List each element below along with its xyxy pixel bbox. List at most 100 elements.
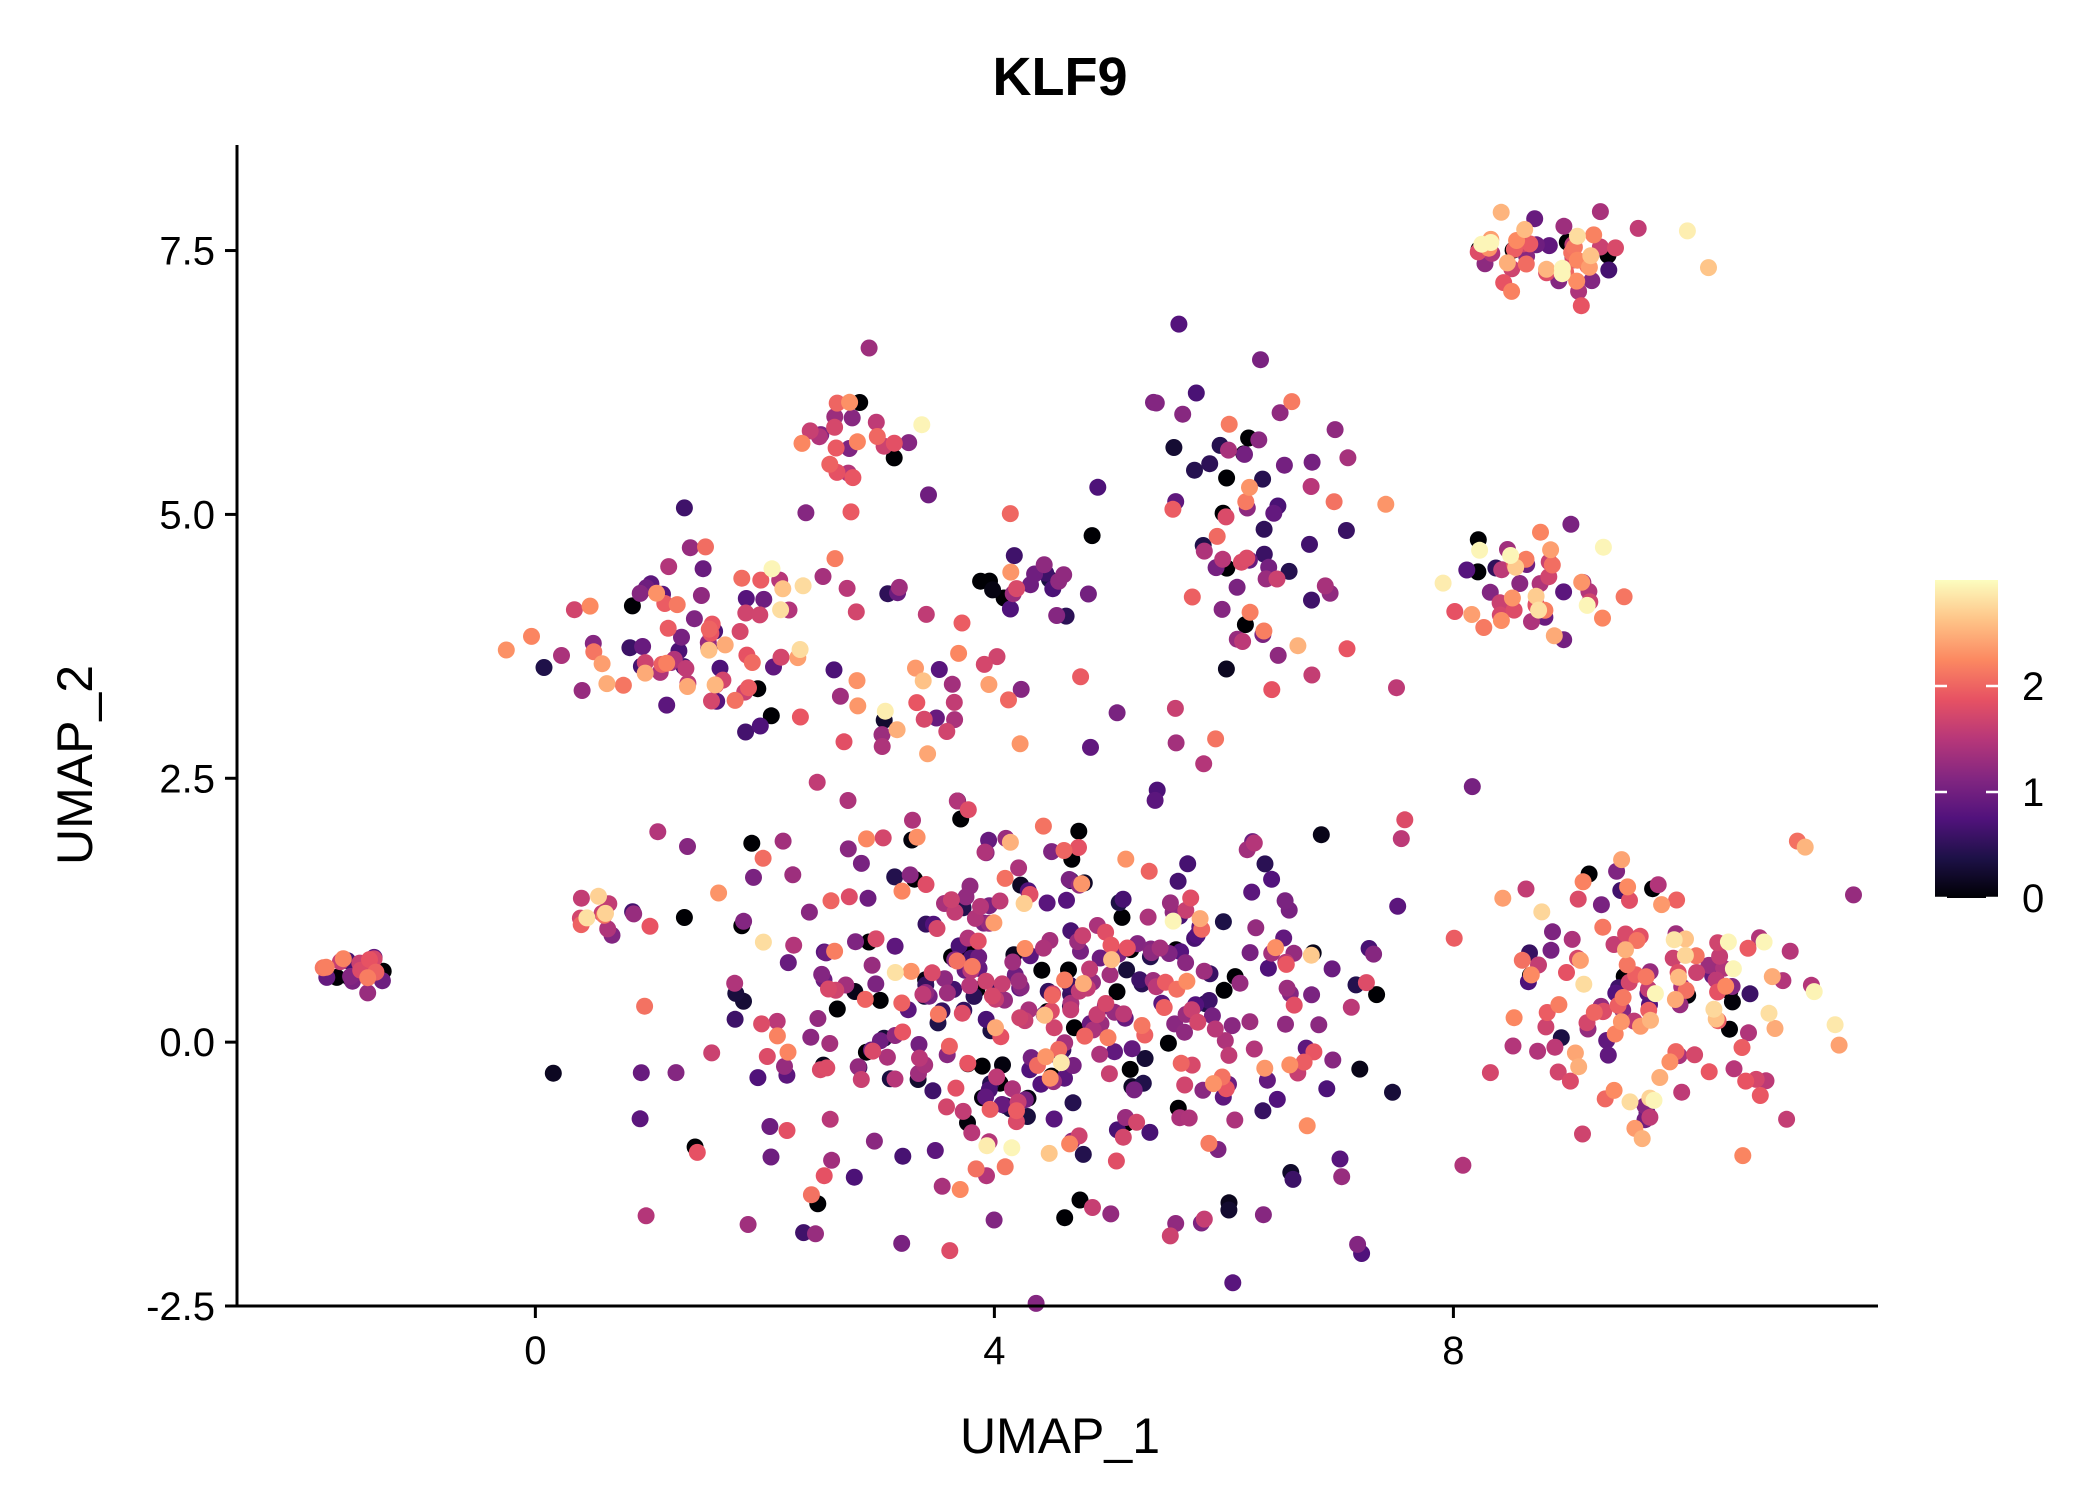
scatter-point [1241,603,1259,621]
scatter-point [826,418,844,436]
scatter-point [1331,1150,1349,1168]
scatter-point [1076,1027,1094,1045]
scatter-point [1027,1294,1045,1312]
scatter-point [873,726,891,744]
scatter-point [953,614,971,632]
scatter-point [1217,508,1235,526]
scatter-point [893,1234,911,1252]
colorbar-tick-label: 1 [2022,771,2044,815]
scatter-point [1540,237,1558,255]
scatter-point [1615,588,1633,606]
scatter-point [822,892,840,910]
y-axis-label: UMAP_2 [47,665,103,865]
scatter-point [1074,927,1092,945]
scatter-point [1108,704,1126,722]
scatter-point [737,590,755,607]
scatter-point [904,811,921,829]
scatter-point [784,866,802,884]
scatter-point [1263,870,1281,888]
scatter-point [1700,1063,1718,1081]
scatter-point [752,571,770,589]
scatter-point [1174,405,1192,423]
scatter-point [1544,923,1561,941]
scatter-point [1826,1016,1844,1034]
scatter-point [821,455,839,473]
scatter-point [893,882,911,900]
scatter-point [1165,439,1183,456]
scatter-point [623,597,641,615]
scatter-point [1161,894,1179,912]
scatter-point [821,1110,839,1128]
scatter-point [1628,932,1646,949]
scatter-point [917,876,935,893]
scatter-point [831,687,849,705]
scatter-point [359,984,377,1002]
scatter-point [1052,1054,1070,1072]
scatter-point [1546,1038,1564,1056]
scatter-point [1015,895,1033,912]
scatter-point [981,1100,999,1118]
scatter-point [1592,896,1610,914]
scatter-point [1259,959,1277,977]
scatter-point [950,644,968,662]
scatter-point [1526,210,1544,228]
scatter-point [1458,561,1476,579]
scatter-point [901,866,919,884]
scatter-point [1303,666,1321,684]
scatter-point [1011,1009,1029,1027]
scatter-point [1254,470,1272,488]
scatter-point [1106,1043,1123,1061]
scatter-point [675,909,693,926]
scatter-point [1255,545,1273,563]
scatter-point [677,660,695,677]
scatter-point [1121,1060,1139,1078]
scatter-point [1594,538,1612,556]
scatter-point [858,830,875,848]
scatter-point [1099,1029,1117,1047]
scatter-point [1084,1199,1101,1216]
scatter-point [942,891,960,909]
scatter-point [1396,811,1414,829]
colorbar [1935,580,1998,898]
scatter-point [694,560,712,578]
scatter-point [1265,504,1283,522]
scatter-point [1089,478,1107,496]
scatter-point [1118,939,1136,957]
scatter-point [334,950,352,968]
scatter-point [1082,738,1099,756]
scatter-point [1035,939,1052,957]
scatter-point [1254,1102,1272,1120]
scatter-point [983,987,1001,1005]
scatter-point [1312,826,1330,844]
scatter-point [1303,591,1320,609]
scatter-point [1115,1005,1133,1023]
scatter-point [1473,235,1491,253]
scatter-point [1284,1170,1302,1188]
scatter-point [876,702,894,720]
scatter-point [1661,1053,1679,1071]
scatter-point [838,579,856,597]
scatter-point [1585,1003,1603,1021]
scatter-point [865,1132,883,1150]
scatter-point [1389,897,1407,915]
scatter-point [697,538,714,556]
scatter-point [1220,1046,1238,1064]
scatter-point [1310,1016,1328,1034]
scatter-point [1646,985,1664,1003]
scatter-point [1003,1139,1021,1157]
scatter-point [1114,890,1132,908]
scatter-point [938,723,956,740]
scatter-point [843,409,861,427]
scatter-point [1114,1128,1132,1146]
scatter-point [1357,974,1375,992]
scatter-point [1045,1019,1063,1037]
scatter-point [1275,456,1293,474]
scatter-point [947,1079,965,1097]
scatter-point [1725,1060,1743,1078]
scatter-point [1585,226,1603,244]
scatter-point [1737,1072,1755,1090]
scatter-point [1055,842,1073,859]
scatter-point [523,627,540,645]
scatter-point [768,1012,786,1030]
